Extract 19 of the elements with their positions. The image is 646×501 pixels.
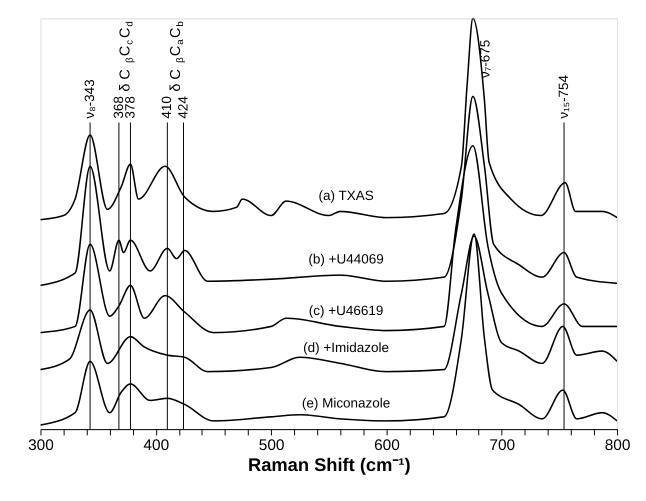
x-tick-label: 600	[374, 436, 400, 454]
series-label: (e) Miconazole	[302, 395, 390, 410]
x-tick-label: 800	[604, 436, 630, 454]
ref-line-label: 424	[175, 96, 190, 119]
x-tick-label: 500	[258, 436, 284, 454]
series-label: (a) TXAS	[318, 188, 374, 203]
series-label: (c) +U46619	[308, 302, 384, 318]
ref-line-label: ν₁₅-754	[556, 74, 571, 119]
annotation: δ CβCcCd	[117, 21, 136, 92]
series-label: (d) +Imidazole	[303, 340, 389, 355]
x-tick-label: 700	[489, 436, 516, 454]
ref-line-label: 410	[159, 96, 174, 119]
series-label: (b) +U44069	[308, 252, 384, 267]
x-axis-title: Raman Shift (cm⁻¹)	[248, 454, 411, 476]
annotation: δ CβCaCb	[168, 21, 186, 92]
x-tick-label: 300	[28, 436, 54, 454]
ref-line-label: ν₈-343	[82, 79, 97, 119]
annotation: ν₇-675	[477, 40, 492, 78]
x-tick-label: 400	[143, 436, 170, 454]
